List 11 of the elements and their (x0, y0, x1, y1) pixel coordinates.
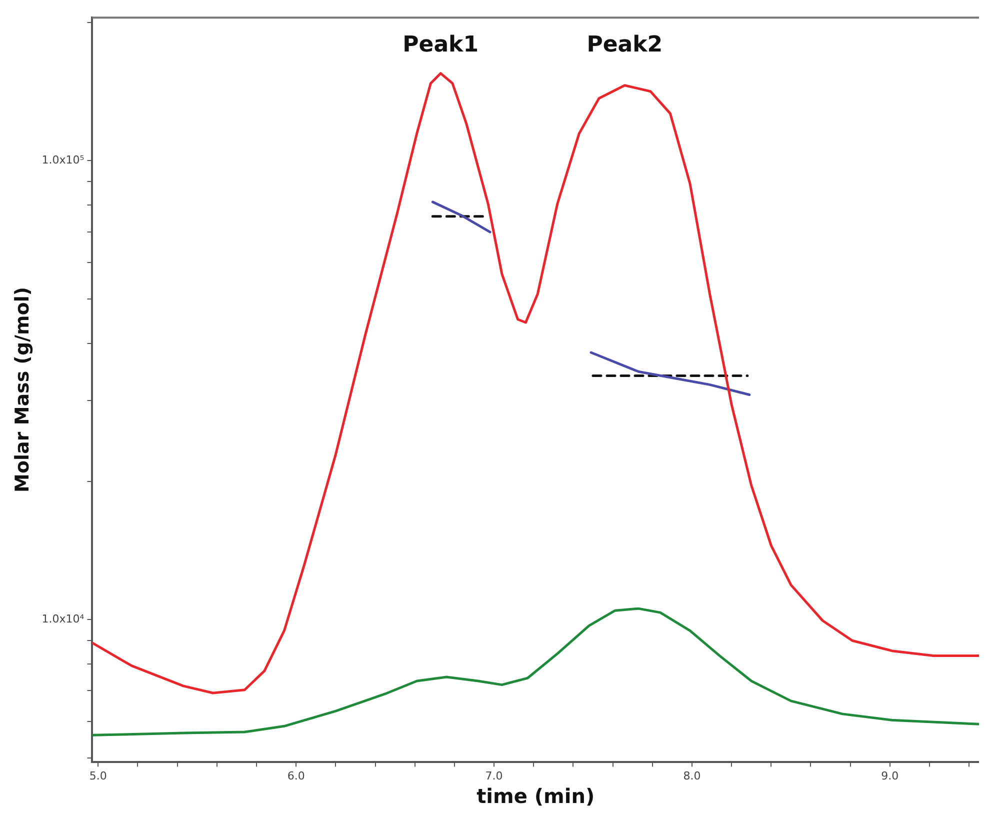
x-tick-label: 6.0 (287, 769, 305, 782)
y-tick-label: 1.0x10⁴ (42, 612, 85, 626)
annotation: Peak1 (402, 32, 479, 58)
x-tick-label: 9.0 (881, 769, 899, 782)
x-axis-title: time (min) (476, 784, 595, 808)
annotation: Peak2 (586, 32, 663, 58)
x-tick-label: 5.0 (89, 769, 107, 782)
y-tick-label: 1.0x10⁵ (42, 154, 84, 167)
x-tick-label: 7.0 (485, 769, 503, 782)
x-tick-label: 8.0 (683, 769, 701, 782)
y-axis-title: Molar Mass (g/mol) (11, 286, 34, 492)
